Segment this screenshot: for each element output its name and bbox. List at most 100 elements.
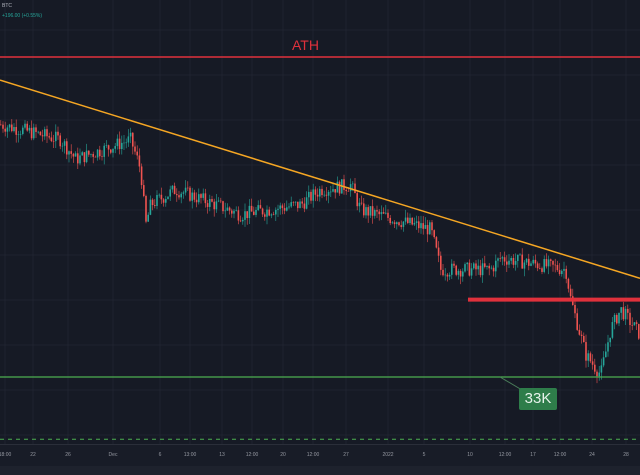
x-tick-label: 12:00 — [498, 452, 512, 458]
candle-body — [376, 210, 378, 212]
candle-body — [310, 191, 312, 201]
candle-body — [22, 127, 24, 134]
candle-body — [550, 259, 552, 261]
candle-body — [55, 131, 57, 142]
candle-body — [433, 230, 435, 238]
candle-body — [57, 131, 59, 136]
candle-body — [545, 259, 548, 267]
candle-body — [248, 205, 251, 219]
candle-body — [431, 222, 433, 231]
candle-body — [134, 146, 136, 152]
candle-body — [294, 201, 297, 203]
candle-body — [347, 191, 350, 192]
x-tick-label: 2022 — [382, 452, 394, 458]
candle-body — [420, 223, 422, 229]
candle-body — [446, 274, 449, 277]
candle-body — [609, 337, 611, 343]
candle-body — [286, 207, 288, 211]
candle-body — [72, 153, 75, 157]
x-tick-label: 13:00 — [183, 452, 197, 458]
x-tick-label: 26 — [65, 452, 71, 458]
candle-body — [371, 206, 374, 216]
candle-body — [191, 192, 193, 201]
candle-body — [539, 268, 541, 269]
candle-body — [356, 193, 358, 207]
candle-body — [237, 210, 240, 221]
candle-body — [140, 166, 143, 186]
candle-body — [211, 199, 213, 202]
candle-body — [17, 134, 20, 135]
candle-body — [352, 183, 354, 185]
candle-body — [129, 132, 132, 137]
candle-body — [206, 203, 209, 207]
candle-body — [92, 153, 94, 157]
candle-body — [316, 194, 319, 197]
candle-body — [30, 127, 33, 139]
candle-body — [600, 365, 603, 373]
candle-body — [99, 149, 101, 157]
candle-body — [68, 151, 70, 155]
candle-body — [145, 195, 147, 222]
candle-body — [257, 205, 259, 211]
candle-body — [462, 271, 464, 277]
candle-body — [323, 194, 325, 196]
candle-body — [343, 179, 345, 190]
time-axis[interactable]: 18:00 22 26 Dec 6 13:00 13 12:00 20 12:00 27 2022 5 1… — [0, 444, 640, 467]
x-tick-label: 12:00 — [245, 452, 259, 458]
candle-body — [154, 205, 156, 206]
candle-body — [583, 335, 585, 343]
candle-body — [616, 314, 618, 324]
candle-body — [116, 138, 119, 147]
candle-body — [83, 152, 86, 163]
candle-body — [244, 211, 246, 220]
candle-body — [585, 342, 587, 361]
candle-body — [369, 206, 372, 216]
candle-body — [627, 308, 629, 313]
candle-body — [393, 222, 396, 225]
candle-body — [334, 189, 336, 193]
candle-body — [578, 329, 581, 335]
candle-body — [470, 268, 473, 276]
candle-body — [314, 189, 317, 195]
candle-body — [512, 257, 515, 265]
candle-body — [422, 223, 424, 229]
candle-body — [264, 214, 266, 217]
candle-body — [88, 150, 90, 155]
price-change: +196.00 (+0.55%) — [2, 13, 43, 19]
candle-body — [523, 262, 526, 269]
candle-body — [110, 149, 112, 153]
candle-body — [330, 191, 332, 193]
x-tick-label: 17 — [530, 452, 536, 458]
candle-body — [90, 153, 92, 155]
candle-body — [151, 199, 154, 206]
candle-body — [389, 217, 391, 224]
candle-body — [158, 194, 160, 196]
candle-body — [424, 225, 427, 229]
x-tick-label: 28 — [623, 452, 629, 458]
candle-body — [312, 189, 314, 201]
candle-body — [525, 258, 528, 263]
price-chart[interactable] — [0, 0, 640, 444]
candle-body — [453, 263, 455, 266]
candle-body — [81, 152, 83, 156]
candle-body — [451, 263, 453, 275]
candle-body — [541, 268, 543, 272]
candle-body — [147, 214, 149, 222]
candle-body — [631, 325, 633, 326]
ath-label: ATH — [292, 37, 319, 53]
candle-body — [594, 364, 596, 372]
candle-body — [231, 210, 233, 214]
candle-body — [39, 131, 42, 136]
x-tick-label: 20 — [280, 452, 286, 458]
candle-body — [220, 200, 222, 202]
candle-body — [580, 334, 583, 336]
candle-body — [611, 322, 614, 338]
x-tick-label: 10 — [467, 452, 473, 458]
candle-body — [202, 193, 204, 198]
candle-body — [66, 141, 68, 155]
candle-body — [41, 135, 44, 137]
candle-body — [613, 314, 616, 323]
candle-body — [385, 212, 387, 214]
candle-body — [624, 308, 627, 320]
